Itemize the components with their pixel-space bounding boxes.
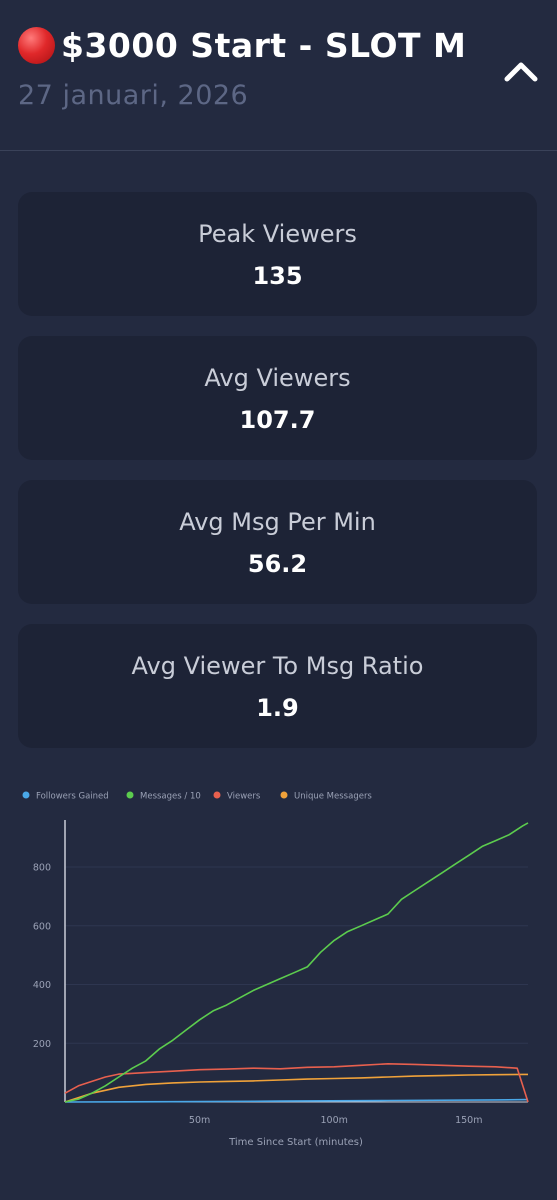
y-tick-label: 400 [33,980,51,991]
series-line-messages [64,822,529,1103]
stream-chart: Followers Gained Messages / 10 Viewers Uniq… [0,775,557,1155]
stat-value: 135 [252,262,303,290]
stream-date: 27 januari, 2026 [18,80,249,111]
stat-label: Peak Viewers [198,220,357,248]
stat-card-peak-viewers: Peak Viewers 135 [18,192,537,316]
legend-label: Unique Messagers [294,792,372,802]
legend-item[interactable]: Messages / 10 [126,791,201,802]
stat-label: Avg Msg Per Min [179,508,376,536]
x-tick-label: 50m [189,1115,210,1126]
legend-marker-icon [126,791,134,799]
x-tick-label: 150m [455,1115,482,1126]
stream-title-text: $3000 Start - SLOT M [61,26,467,65]
series-line-unique [64,1073,528,1103]
x-axis-label: Time Since Start (minutes) [228,1137,363,1148]
stat-value: 56.2 [247,550,308,578]
legend-label: Viewers [227,792,261,802]
stat-card-avg-viewers: Avg Viewers 107.7 [18,336,537,460]
legend-item[interactable]: Viewers [213,791,261,802]
line-chart: Followers Gained Messages / 10 Viewers Uniq… [22,791,529,1148]
stat-value: 1.9 [256,694,299,722]
y-tick-label: 800 [33,863,51,874]
x-tick-label: 100m [320,1115,347,1126]
stat-card-viewer-msg-ratio: Avg Viewer To Msg Ratio 1.9 [18,624,537,748]
series-line-followers [64,1098,529,1103]
legend-item[interactable]: Followers Gained [22,791,109,802]
stat-label: Avg Viewers [204,364,351,392]
stat-card-avg-msg-per-min: Avg Msg Per Min 56.2 [18,480,537,604]
series-line-viewers [64,1062,529,1103]
legend-item[interactable]: Unique Messagers [280,791,373,802]
stat-value: 107.7 [239,406,316,434]
header-divider [0,150,557,151]
collapse-button[interactable] [500,52,542,90]
chart-legend: Followers Gained Messages / 10 Viewers Uniq… [22,791,373,802]
stat-label: Avg Viewer To Msg Ratio [131,652,424,680]
y-tick-label: 200 [33,1039,51,1050]
chevron-up-icon [504,62,538,82]
legend-marker-icon [213,791,221,799]
live-dot-icon [18,27,55,64]
legend-label: Messages / 10 [140,792,201,802]
stream-header: $3000 Start - SLOT M 27 januari, 2026 [0,0,557,151]
chart-series [64,822,529,1103]
y-tick-label: 600 [33,921,51,932]
stream-title: $3000 Start - SLOT M [18,26,466,65]
legend-label: Followers Gained [36,792,109,802]
chart-grid: 200 400 600 800 50m 100m 150m [33,863,528,1126]
legend-marker-icon [22,791,30,799]
legend-marker-icon [280,791,288,799]
